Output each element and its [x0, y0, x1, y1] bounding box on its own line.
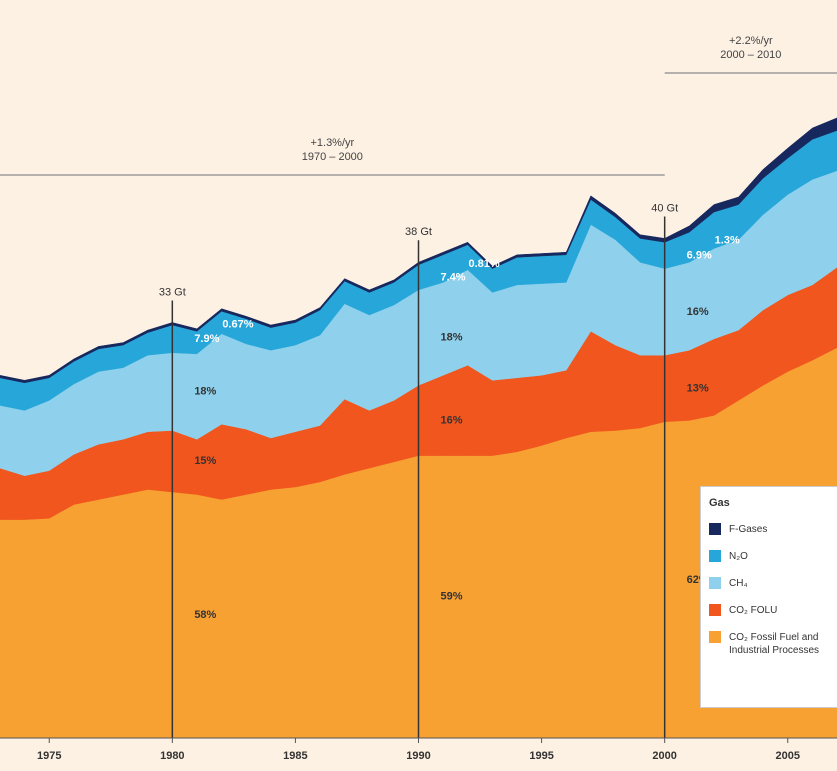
x-tick-label: 1975: [37, 750, 61, 762]
legend-label: CH₄: [729, 578, 748, 589]
share-label: 0.67%: [222, 318, 253, 330]
share-label: 1.3%: [715, 234, 740, 246]
x-tick-label: 1980: [160, 750, 184, 762]
legend-item: CO₂ FOLU: [709, 604, 837, 617]
legend-item: N₂O: [709, 550, 837, 563]
share-label: 0.81%: [469, 258, 500, 270]
share-label: 6.9%: [687, 249, 712, 261]
share-label: 7.9%: [194, 333, 219, 345]
x-tick-label: 1990: [406, 750, 430, 762]
legend-swatch: [709, 604, 721, 616]
legend: Gas F-Gases N₂O CH₄ CO₂ FOLU CO₂ Fossil Fuel…: [700, 486, 837, 708]
x-tick-label: 1995: [529, 750, 553, 762]
share-label: 18%: [441, 332, 463, 344]
legend-swatch: [709, 550, 721, 562]
period-range: 2000 – 2010: [720, 49, 781, 61]
area-layer: [0, 117, 837, 384]
share-label: 7.4%: [441, 271, 466, 283]
legend-swatch: [709, 523, 721, 535]
period-range: 1970 – 2000: [302, 151, 363, 163]
share-label: 13%: [687, 382, 709, 394]
period-rate: +2.2%/yr: [729, 35, 773, 47]
legend-title: Gas: [709, 497, 730, 509]
marker-label: 33 Gt: [159, 286, 186, 298]
share-label: 15%: [194, 455, 216, 467]
period-rate: +1.3%/yr: [310, 137, 354, 149]
legend-item: CH₄: [709, 577, 837, 590]
x-tick-label: 2000: [652, 750, 676, 762]
share-label: 16%: [441, 414, 463, 426]
legend-item: F-Gases: [709, 523, 837, 536]
x-tick-label: 2005: [776, 750, 800, 762]
share-label: 16%: [687, 306, 709, 318]
legend-item: CO₂ Fossil Fuel and Industrial Processes: [709, 631, 837, 657]
x-tick-label: 1985: [283, 750, 307, 762]
legend-label: CO₂ FOLU: [729, 605, 778, 616]
legend-swatch: [709, 631, 721, 643]
share-label: 59%: [441, 591, 463, 603]
legend-label: N₂O: [729, 551, 748, 562]
marker-label: 40 Gt: [651, 202, 678, 214]
legend-label: CO₂ Fossil Fuel and Industrial Processes: [729, 632, 820, 656]
share-label: 58%: [194, 609, 216, 621]
legend-swatch: [709, 577, 721, 589]
legend-label: F-Gases: [729, 524, 768, 535]
share-label: 18%: [194, 385, 216, 397]
marker-label: 38 Gt: [405, 226, 432, 238]
